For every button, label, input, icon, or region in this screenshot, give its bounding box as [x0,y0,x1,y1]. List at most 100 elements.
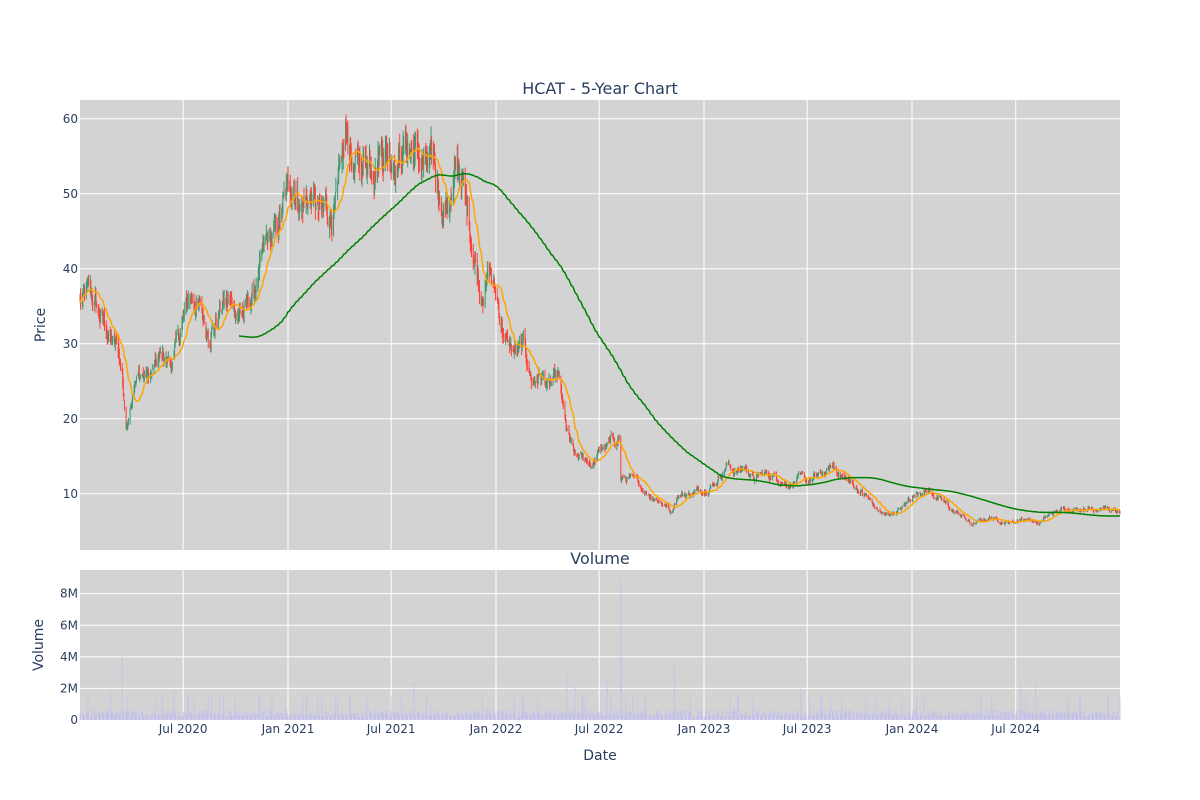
volume-bar [785,715,787,720]
volume-bar [139,717,141,720]
candle-body [777,479,778,483]
candle-body [988,518,990,519]
volume-bar [302,697,304,720]
volume-bar [504,710,506,720]
candle-body [984,519,986,521]
candle-body [553,369,555,375]
volume-bar [625,697,627,720]
volume-bar [105,713,107,720]
candle-body [263,241,264,248]
candle-body [378,154,380,167]
volume-bar [669,710,671,720]
volume-bar [1097,710,1099,720]
candle-body [629,476,630,478]
candle-body [458,165,460,172]
candle-body [484,289,486,307]
candle-body [301,203,303,206]
volume-bar [860,710,862,720]
candle-body [214,327,215,331]
volume-bar [207,712,209,720]
candle-body [215,319,216,327]
candle-body [105,322,107,333]
candle-body [117,340,119,352]
candle-body [1008,522,1010,524]
candle-body [309,199,310,200]
volume-bar [589,716,591,720]
candle-body [437,179,438,184]
volume-bar [206,710,208,720]
candle-body [809,479,810,482]
volume-bar [621,717,623,720]
volume-bar [1019,717,1021,720]
volume-bar [147,716,149,720]
candle-body [913,495,915,498]
candle-body [880,512,882,513]
candle-body [245,298,247,305]
volume-bar [289,715,291,720]
volume-bar [158,713,160,720]
candle-body [162,350,163,354]
candle-body [327,213,328,222]
volume-bar [817,712,819,720]
volume-bar [305,717,307,720]
volume-bar [677,715,679,720]
volume-bar [795,712,797,720]
volume-bar [427,715,429,720]
volume-bar [401,696,402,720]
volume-bar [436,713,438,720]
candle-body [505,335,506,339]
volume-bar [881,710,883,720]
candle-body [521,338,522,348]
volume-bar [1012,715,1014,720]
volume-bar [397,711,398,720]
candle-body [390,165,392,168]
candle-body [605,444,607,448]
volume-bar [734,711,736,720]
candle-body [190,299,192,304]
volume-bar [931,711,933,720]
volume-bar [126,710,128,720]
candle-body [309,191,311,201]
volume-bar [566,711,568,720]
volume-bar [558,716,560,720]
volume-bar [861,716,863,720]
volume-bar [912,713,914,720]
volume-bar [909,715,911,720]
candle-body [454,168,455,177]
volume-bar [684,710,686,720]
volume-bar [262,716,264,720]
candle-body [234,306,235,313]
candle-body [267,235,269,242]
volume-bar [554,716,556,720]
volume-bar [568,711,570,720]
candle-body [650,495,652,499]
volume-bar [1103,716,1105,720]
candle-body [924,490,926,492]
volume-bar [696,716,698,720]
volume-bar [600,710,602,720]
candle-body [965,519,967,521]
candle-body [562,396,563,402]
candle-body [670,511,671,514]
volume-bar [1101,711,1103,720]
volume-bar [520,715,522,720]
candle-body [374,186,375,189]
volume-bar [126,710,128,720]
volume-bar [985,709,986,720]
volume-bar [793,711,794,720]
volume-bar [716,710,718,720]
price-y-tick-label: 60 [63,112,78,126]
volume-bar [418,712,420,720]
candle-body [999,521,1001,523]
candle-body [516,349,518,355]
volume-bar [880,714,882,720]
volume-bar [442,711,444,720]
volume-bar [767,712,769,720]
volume-bar [187,696,189,720]
candle-body [824,473,826,476]
candle-body [201,303,203,311]
volume-bar [101,712,103,720]
volume-bar [223,711,225,720]
candle-body [823,474,825,476]
candle-body [367,165,369,171]
